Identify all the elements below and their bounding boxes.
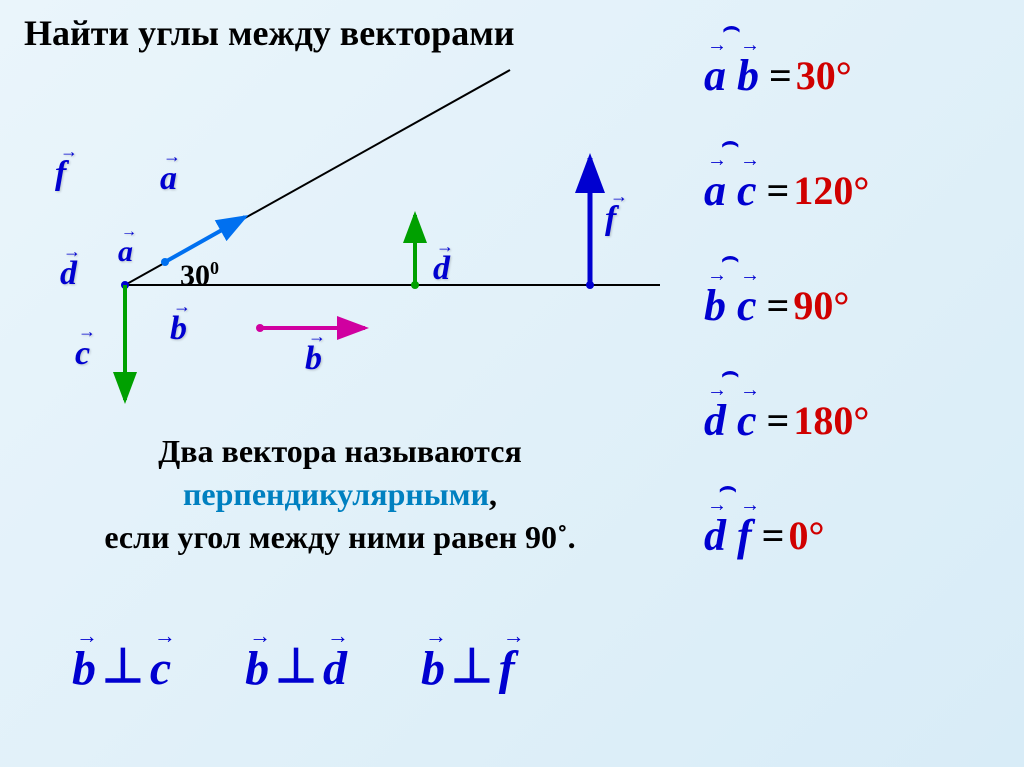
label-d-left: →d [60,255,77,293]
label-a-top: →a [160,160,177,198]
result-dc: ⌢→d →c = 180° [704,380,1004,460]
perpendicular-definition: Два вектора называются перпендикулярными… [30,430,650,560]
label-b-left: →b [170,310,187,348]
label-c: →c [75,335,90,373]
perp-bf: →b⊥→f [419,640,517,696]
result-ac: ⌢→a →c = 120° [704,150,1004,230]
label-d-right: →d [433,250,450,288]
label-a-mid: →a [118,235,133,269]
results-column: ⌢→a →b = 30° ⌢→a →c = 120° ⌢→b →c = 90° … [704,35,1004,610]
vector-diagram: 300 →f →a →a →d →b →c →b →d →f [20,40,700,440]
perpendicular-pairs: →b⊥→c →b⊥→d →b⊥→f [70,640,517,696]
label-f-right: →f [605,200,616,238]
result-ab: ⌢→a →b = 30° [704,35,1004,115]
label-b-right: →b [305,340,322,378]
result-df: ⌢→d →f = 0° [704,495,1004,575]
result-bc: ⌢→b →c = 90° [704,265,1004,345]
vec-a [165,217,245,262]
angle-30-label: 300 [180,258,219,293]
label-f-left: →f [55,155,66,193]
perp-bc: →b⊥→c [70,640,173,696]
perp-bd: →b⊥→d [243,640,349,696]
perpendicular-word: перпендикулярными [183,476,489,512]
